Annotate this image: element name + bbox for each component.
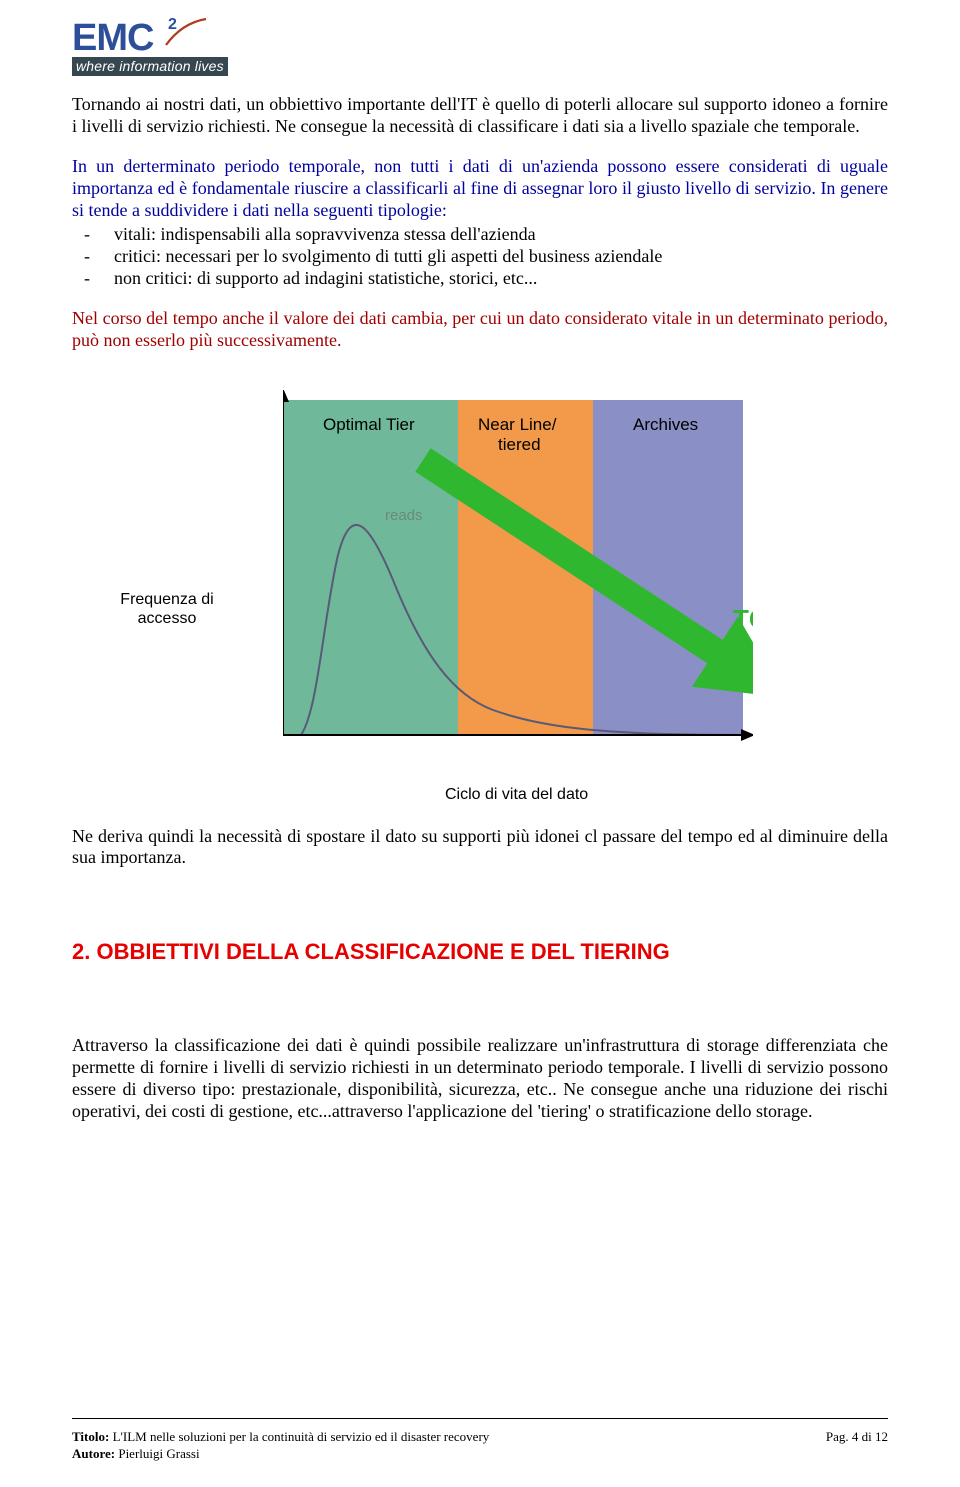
chart-x-axis-label: Ciclo di vita del dato	[445, 786, 588, 804]
footer-title-label: Titolo:	[72, 1429, 113, 1444]
post-chart-paragraph: Ne deriva quindi la necessità di spostar…	[72, 826, 888, 870]
lifecycle-chart: Frequenza di accesso Optimal Tier Near Li…	[72, 380, 888, 800]
svg-text:TCO: TCO	[733, 604, 753, 634]
page-footer: Titolo: L'ILM nelle soluzioni per la con…	[72, 1418, 888, 1463]
svg-text:EMC: EMC	[72, 17, 154, 57]
svg-text:Optimal Tier: Optimal Tier	[323, 415, 415, 434]
section-body-paragraph: Attraverso la classificazione dei dati è…	[72, 1035, 888, 1123]
footer-pagination: Pag. 4 di 12	[826, 1429, 888, 1463]
red-paragraph: Nel corso del tempo anche il valore dei …	[72, 308, 888, 352]
svg-text:2: 2	[168, 16, 177, 33]
chart-y-axis-label: Frequenza di accesso	[112, 590, 222, 628]
svg-text:Archives: Archives	[633, 415, 698, 434]
svg-text:tiered: tiered	[498, 435, 541, 454]
brand-logo: EMC 2 where information lives	[72, 15, 888, 76]
brand-tagline: where information lives	[72, 57, 228, 76]
list-item: vitali: indispensabili alla sopravvivenz…	[114, 224, 888, 246]
tipologie-list: vitali: indispensabili alla sopravvivenz…	[72, 224, 888, 290]
list-item: non critici: di supporto ad indagini sta…	[114, 268, 888, 290]
blue-paragraph-lead: In un derterminato periodo temporale, no…	[72, 156, 888, 222]
footer-divider	[72, 1418, 888, 1419]
intro-paragraph: Tornando ai nostri dati, un obbiettivo i…	[72, 94, 888, 138]
footer-author-label: Autore:	[72, 1446, 118, 1461]
footer-author-value: Pierluigi Grassi	[118, 1446, 199, 1461]
list-item: critici: necessari per lo svolgimento di…	[114, 246, 888, 268]
svg-text:reads: reads	[385, 507, 423, 524]
emc-logo-icon: EMC 2	[72, 15, 212, 57]
section-heading: 2. OBBIETTIVI DELLA CLASSIFICAZIONE E DE…	[72, 939, 888, 965]
svg-text:Near Line/: Near Line/	[478, 415, 557, 434]
chart-canvas: Optimal Tier Near Line/tiered Archives read…	[283, 390, 753, 760]
footer-meta: Titolo: L'ILM nelle soluzioni per la con…	[72, 1429, 489, 1463]
footer-title-value: L'ILM nelle soluzioni per la continuità …	[113, 1429, 490, 1444]
